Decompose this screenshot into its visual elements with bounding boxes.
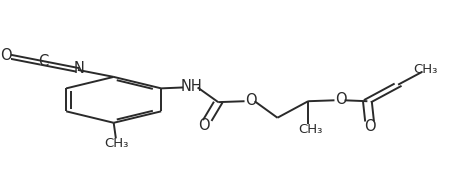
- Text: O: O: [0, 48, 11, 63]
- Text: N: N: [74, 61, 85, 76]
- Text: O: O: [245, 93, 257, 108]
- Text: CH₃: CH₃: [104, 137, 129, 150]
- Text: O: O: [198, 118, 210, 133]
- Text: CH₃: CH₃: [298, 123, 323, 136]
- Text: NH: NH: [180, 79, 202, 94]
- Text: C: C: [38, 54, 49, 69]
- Text: O: O: [364, 119, 375, 134]
- Text: CH₃: CH₃: [414, 63, 438, 76]
- Text: O: O: [335, 92, 347, 107]
